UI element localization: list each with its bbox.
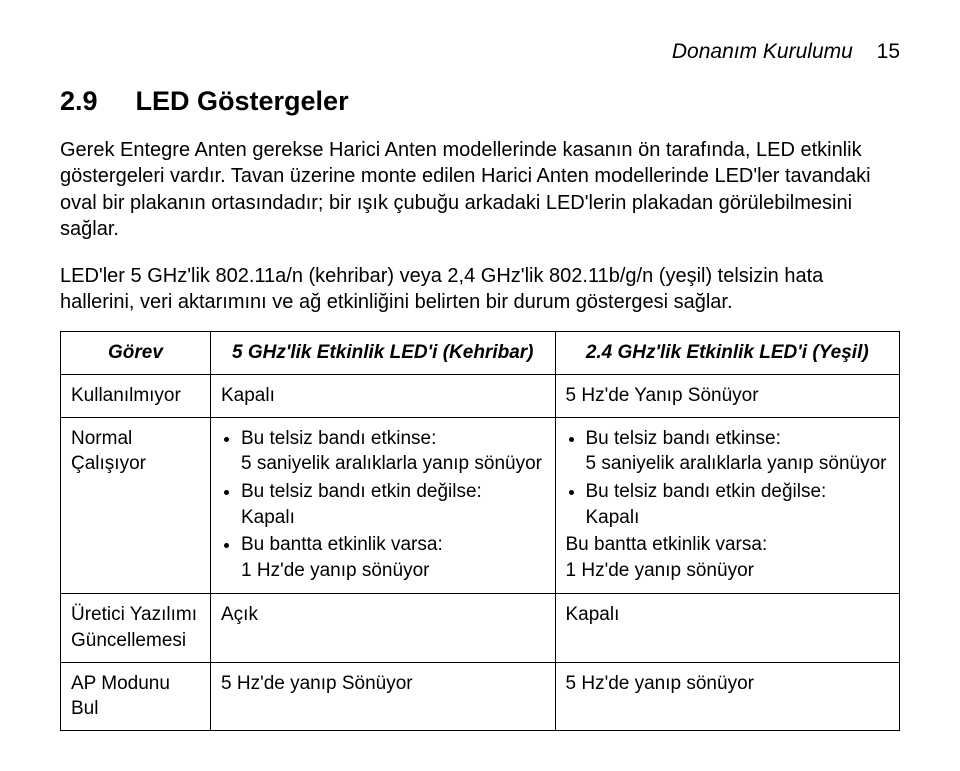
cell-task: AP Modunu Bul <box>61 662 211 730</box>
page-header: Donanım Kurulumu 15 <box>60 40 900 64</box>
section-number: 2.9 <box>60 86 128 117</box>
col-header-5ghz: 5 GHz'lik Etkinlik LED'i (Kehribar) <box>211 332 556 375</box>
cell-24ghz: Bu telsiz bandı etkinse: 5 saniyelik ara… <box>555 417 900 594</box>
list-item: Bu telsiz bandı etkinse: 5 saniyelik ara… <box>241 426 545 477</box>
cell-5ghz: Bu telsiz bandı etkinse: 5 saniyelik ara… <box>211 417 556 594</box>
cell-24ghz: Kapalı <box>555 594 900 662</box>
list-item: Bu telsiz bandı etkin değilse: Kapalı <box>241 479 545 530</box>
col-header-task: Görev <box>61 332 211 375</box>
cell-24ghz: 5 Hz'de Yanıp Sönüyor <box>555 374 900 417</box>
cell-task: Normal Çalışıyor <box>61 417 211 594</box>
cell-list: Bu telsiz bandı etkinse: 5 saniyelik ara… <box>566 426 890 531</box>
table-row: Üretici Yazılımı Güncellemesi Açık Kapal… <box>61 594 900 662</box>
led-status-table: Görev 5 GHz'lik Etkinlik LED'i (Kehribar… <box>60 331 900 731</box>
cell-24ghz: 5 Hz'de yanıp sönüyor <box>555 662 900 730</box>
section-heading: 2.9 LED Göstergeler <box>60 86 900 117</box>
cell-5ghz: Kapalı <box>211 374 556 417</box>
list-item: Bu telsiz bandı etkin değilse: Kapalı <box>586 479 890 530</box>
list-item: Bu bantta etkinlik varsa: 1 Hz'de yanıp … <box>241 532 545 583</box>
table-row: Kullanılmıyor Kapalı 5 Hz'de Yanıp Sönüy… <box>61 374 900 417</box>
cell-task: Kullanılmıyor <box>61 374 211 417</box>
table-header-row: Görev 5 GHz'lik Etkinlik LED'i (Kehribar… <box>61 332 900 375</box>
chapter-title: Donanım Kurulumu <box>672 40 853 63</box>
page-number: 15 <box>877 40 900 63</box>
cell-5ghz: 5 Hz'de yanıp Sönüyor <box>211 662 556 730</box>
table-row: Normal Çalışıyor Bu telsiz bandı etkinse… <box>61 417 900 594</box>
list-continuation: Bu bantta etkinlik varsa: 1 Hz'de yanıp … <box>566 532 890 583</box>
list-item: Bu telsiz bandı etkinse: 5 saniyelik ara… <box>586 426 890 477</box>
paragraph-1: Gerek Entegre Anten gerekse Harici Anten… <box>60 137 900 243</box>
section-title-text: LED Göstergeler <box>136 86 349 116</box>
col-header-24ghz: 2.4 GHz'lik Etkinlik LED'i (Yeşil) <box>555 332 900 375</box>
paragraph-2: LED'ler 5 GHz'lik 802.11a/n (kehribar) v… <box>60 263 900 316</box>
table-row: AP Modunu Bul 5 Hz'de yanıp Sönüyor 5 Hz… <box>61 662 900 730</box>
cell-5ghz: Açık <box>211 594 556 662</box>
cell-task: Üretici Yazılımı Güncellemesi <box>61 594 211 662</box>
cell-list: Bu telsiz bandı etkinse: 5 saniyelik ara… <box>221 426 545 584</box>
